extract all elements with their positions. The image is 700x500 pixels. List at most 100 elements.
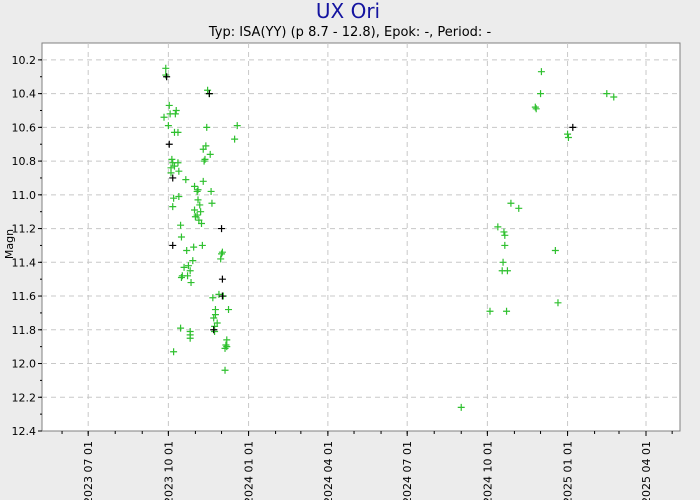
axis-ticks	[38, 59, 673, 436]
data-point	[223, 343, 231, 351]
data-point	[499, 258, 507, 266]
plot-area	[41, 42, 681, 432]
data-point	[221, 366, 229, 374]
data-point	[218, 292, 226, 300]
data-point	[507, 199, 515, 207]
data-point	[198, 241, 206, 249]
data-point	[191, 206, 199, 214]
data-point	[199, 177, 207, 185]
data-point	[164, 122, 172, 130]
data-point	[207, 187, 215, 195]
data-point	[186, 267, 194, 275]
y-tick-label: 11.0	[12, 189, 37, 202]
data-point	[223, 336, 231, 344]
data-point	[225, 306, 233, 314]
data-points	[160, 64, 618, 411]
data-point	[231, 135, 239, 143]
data-point	[218, 275, 226, 283]
x-tick-label: 2024 01 01	[243, 441, 256, 500]
data-point	[160, 113, 168, 121]
data-point	[177, 273, 185, 281]
y-tick-label: 10.6	[12, 121, 37, 134]
data-point	[501, 241, 509, 249]
data-point	[218, 225, 226, 233]
chart-subtitle: Typ: ISA(YY) (p 8.7 - 12.8), Epok: -, Pe…	[208, 25, 492, 40]
data-point	[501, 231, 509, 239]
data-point	[180, 263, 188, 271]
data-point	[162, 64, 170, 72]
data-point	[203, 123, 211, 131]
x-tick-label: 2025 04 01	[640, 441, 653, 500]
y-tick-label: 11.2	[12, 223, 37, 236]
data-point	[215, 290, 223, 298]
data-point	[205, 90, 213, 98]
data-point	[208, 199, 216, 207]
data-point	[162, 71, 170, 79]
data-point	[170, 162, 178, 170]
data-point	[193, 211, 201, 219]
data-point	[603, 90, 611, 98]
data-point	[177, 233, 185, 241]
data-point	[531, 103, 539, 111]
data-point	[537, 68, 545, 76]
data-point	[222, 341, 230, 349]
data-point	[169, 203, 177, 211]
data-point	[189, 257, 197, 265]
data-point	[211, 327, 219, 335]
data-point	[182, 176, 190, 184]
data-point	[187, 279, 195, 287]
data-point	[193, 187, 201, 195]
data-point	[183, 246, 191, 254]
data-point	[503, 307, 511, 315]
data-point	[217, 255, 225, 263]
data-point	[554, 299, 562, 307]
x-tick-label: 2023 10 01	[162, 441, 175, 500]
y-tick-label: 10.8	[12, 155, 37, 168]
data-point	[200, 157, 208, 165]
data-point	[163, 73, 171, 81]
data-point	[165, 101, 173, 109]
data-point	[184, 272, 192, 280]
y-tick-label: 11.8	[12, 324, 37, 337]
data-point	[196, 201, 204, 209]
data-point	[206, 150, 214, 158]
data-point	[211, 306, 219, 314]
data-point	[494, 223, 502, 231]
data-point	[201, 155, 209, 163]
data-point	[194, 186, 202, 194]
data-point	[175, 167, 183, 175]
y-tick-label: 12.4	[12, 425, 37, 438]
x-tick-label: 2024 04 01	[322, 441, 335, 500]
data-point	[191, 182, 199, 190]
data-point	[202, 142, 210, 150]
data-point	[503, 267, 511, 275]
data-point	[218, 248, 226, 256]
y-tick-label: 11.4	[12, 256, 37, 269]
x-tick-label: 2024 10 01	[481, 441, 494, 500]
data-point	[168, 155, 176, 163]
chart-title: UX Ori	[316, 0, 380, 23]
data-point	[184, 262, 192, 270]
y-tick-label: 10.4	[12, 88, 37, 101]
tick-labels: 10.2 10.4 10.6 10.8 11.0 11.2 11.4 11.6 11.8 12.0…	[12, 54, 654, 500]
data-point	[486, 307, 494, 315]
x-tick-label: 2024 07 01	[401, 441, 414, 500]
data-point	[197, 208, 205, 216]
data-point	[170, 348, 178, 356]
data-point	[172, 106, 180, 114]
x-tick-label: 2025 01 01	[562, 441, 575, 500]
data-point	[177, 324, 185, 332]
data-point	[198, 220, 205, 228]
data-point	[175, 193, 183, 201]
data-point	[564, 133, 572, 141]
data-point	[169, 174, 177, 182]
data-point	[569, 123, 577, 131]
y-tick-label: 11.6	[12, 290, 37, 303]
data-point	[194, 196, 202, 204]
x-tick-label: 2023 07 01	[82, 441, 95, 500]
data-point	[551, 246, 559, 254]
data-point	[169, 241, 177, 249]
data-point	[174, 128, 182, 136]
y-axis-label: Magn	[3, 229, 16, 259]
